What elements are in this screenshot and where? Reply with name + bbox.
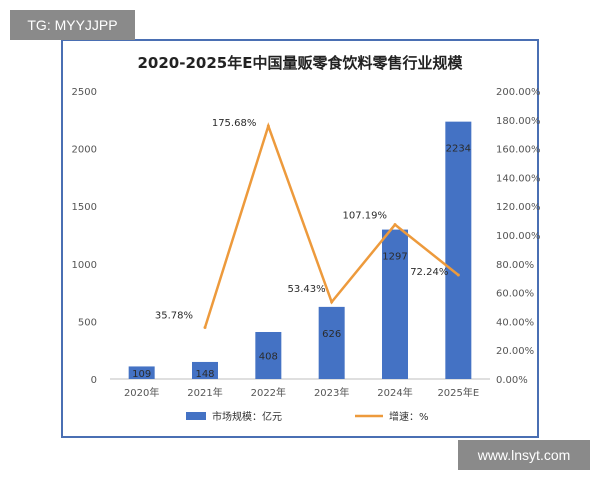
- line-point: [266, 124, 270, 128]
- bar-value-label: 408: [259, 351, 278, 362]
- y-right-tick-label: 140.00%: [496, 173, 541, 184]
- site-url-badge: www.lnsyt.com: [458, 440, 590, 470]
- x-tick-label: 2024年: [377, 386, 412, 399]
- y-right-tick-label: 100.00%: [496, 231, 541, 242]
- legend-bar-label: 市场规模：亿元: [212, 410, 282, 423]
- y-left-tick-label: 2500: [72, 87, 97, 98]
- y-right-tick-label: 200.00%: [496, 87, 541, 98]
- bar-value-label: 148: [195, 369, 214, 380]
- line-point: [456, 273, 460, 277]
- line-point: [203, 325, 207, 329]
- bar-value-label: 1297: [382, 252, 407, 263]
- legend-line-label: 增速：%: [389, 410, 429, 423]
- bar: [255, 331, 282, 379]
- x-tick-label: 2022年: [251, 386, 286, 399]
- bar-value-label: 109: [132, 369, 151, 380]
- y-left-tick-label: 2000: [72, 145, 97, 156]
- line-value-label: 35.78%: [155, 310, 193, 321]
- x-tick-label: 2025年E: [437, 386, 479, 399]
- y-right-tick-label: 0.00%: [496, 375, 528, 386]
- y-right-tick-label: 180.00%: [496, 116, 541, 127]
- bar: [445, 121, 472, 380]
- line-value-label: 107.19%: [343, 211, 388, 222]
- line-point: [330, 300, 334, 304]
- line-point: [393, 223, 397, 227]
- legend-bar-swatch: [186, 412, 206, 420]
- y-right-tick-label: 60.00%: [496, 289, 534, 300]
- y-left-tick-label: 0: [91, 375, 97, 386]
- chart-title: 2020-2025年E中国量贩零食饮料零售行业规模: [138, 54, 464, 72]
- y-right-tick-label: 160.00%: [496, 145, 541, 156]
- bar: [192, 361, 218, 379]
- x-tick-label: 2020年: [124, 386, 159, 399]
- x-tick-label: 2021年: [187, 386, 222, 399]
- bar-value-label: 2234: [446, 144, 471, 155]
- y-left-tick-label: 1500: [72, 202, 97, 213]
- y-right-tick-label: 40.00%: [496, 317, 534, 328]
- source-tag-badge: TG: MYYJJPP: [10, 10, 135, 40]
- bar-value-label: 626: [322, 329, 341, 340]
- y-right-tick-label: 120.00%: [496, 202, 541, 213]
- y-left-tick-label: 1000: [72, 260, 97, 271]
- bar: [318, 306, 345, 379]
- bar: [128, 366, 155, 379]
- bar: [382, 229, 408, 379]
- y-left-tick-label: 500: [78, 317, 97, 328]
- line-value-label: 72.24%: [410, 267, 448, 278]
- line-value-label: 175.68%: [212, 118, 257, 129]
- x-tick-label: 2023年: [314, 386, 349, 399]
- y-right-tick-label: 20.00%: [496, 346, 534, 357]
- line-value-label: 53.43%: [288, 284, 326, 295]
- y-right-tick-label: 80.00%: [496, 260, 534, 271]
